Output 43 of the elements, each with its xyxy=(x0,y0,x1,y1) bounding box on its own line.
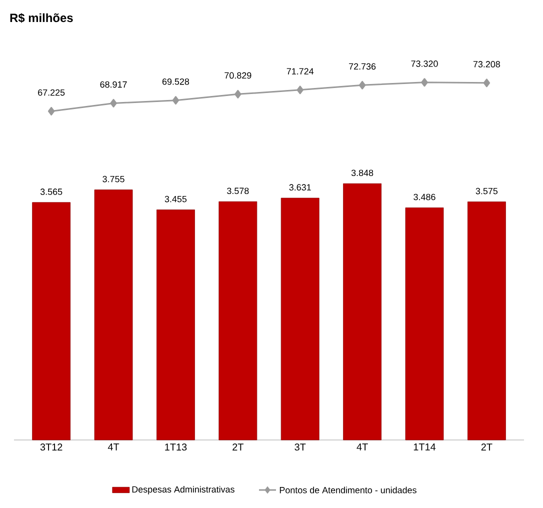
data-label: 3.575 xyxy=(476,188,498,194)
bar xyxy=(467,202,506,440)
x-tick-label: 1T14 xyxy=(414,444,436,450)
data-label: 3.848 xyxy=(351,170,374,176)
data-label: 73.320 xyxy=(411,60,438,67)
bar xyxy=(32,202,71,440)
x-tick-label: 3T12 xyxy=(40,444,62,451)
data-label: 3.565 xyxy=(40,188,62,195)
chart-title: R$ milhões xyxy=(10,13,73,23)
x-tick-label: 3T xyxy=(294,444,306,451)
data-label: 3.755 xyxy=(102,176,124,182)
bar xyxy=(94,190,133,440)
x-tick-label: 4T xyxy=(356,444,368,450)
point xyxy=(48,106,55,116)
bar xyxy=(280,198,320,440)
data-label: 72.736 xyxy=(349,63,376,70)
point xyxy=(296,86,304,94)
point xyxy=(483,78,490,88)
legend-label: Pontos de Atendimento - unidades xyxy=(280,486,416,494)
data-label: 70.829 xyxy=(224,72,252,79)
bar xyxy=(343,183,382,440)
data-label: 3.631 xyxy=(289,184,311,191)
data-label: 73.208 xyxy=(473,61,500,68)
point xyxy=(358,80,366,90)
x-tick-label: 2T xyxy=(232,444,244,450)
data-label: 3.486 xyxy=(414,194,436,200)
bar xyxy=(405,207,444,440)
bar xyxy=(156,210,195,440)
point xyxy=(234,90,242,98)
x-tick-label: 2T xyxy=(481,444,492,450)
data-label: 3.455 xyxy=(164,196,187,202)
point xyxy=(421,78,428,87)
data-label: 68.917 xyxy=(100,81,127,88)
bar xyxy=(218,201,258,440)
point xyxy=(172,96,180,105)
data-label: 71.724 xyxy=(286,68,314,74)
data-label: 67.225 xyxy=(38,89,65,96)
legend-label: Despesas Administrativas xyxy=(132,486,234,494)
data-label: 69.528 xyxy=(162,78,190,85)
point xyxy=(110,98,117,108)
x-tick-label: 1T13 xyxy=(165,444,187,451)
data-label: 3.578 xyxy=(227,188,249,194)
x-tick-label: 4T xyxy=(108,444,120,450)
